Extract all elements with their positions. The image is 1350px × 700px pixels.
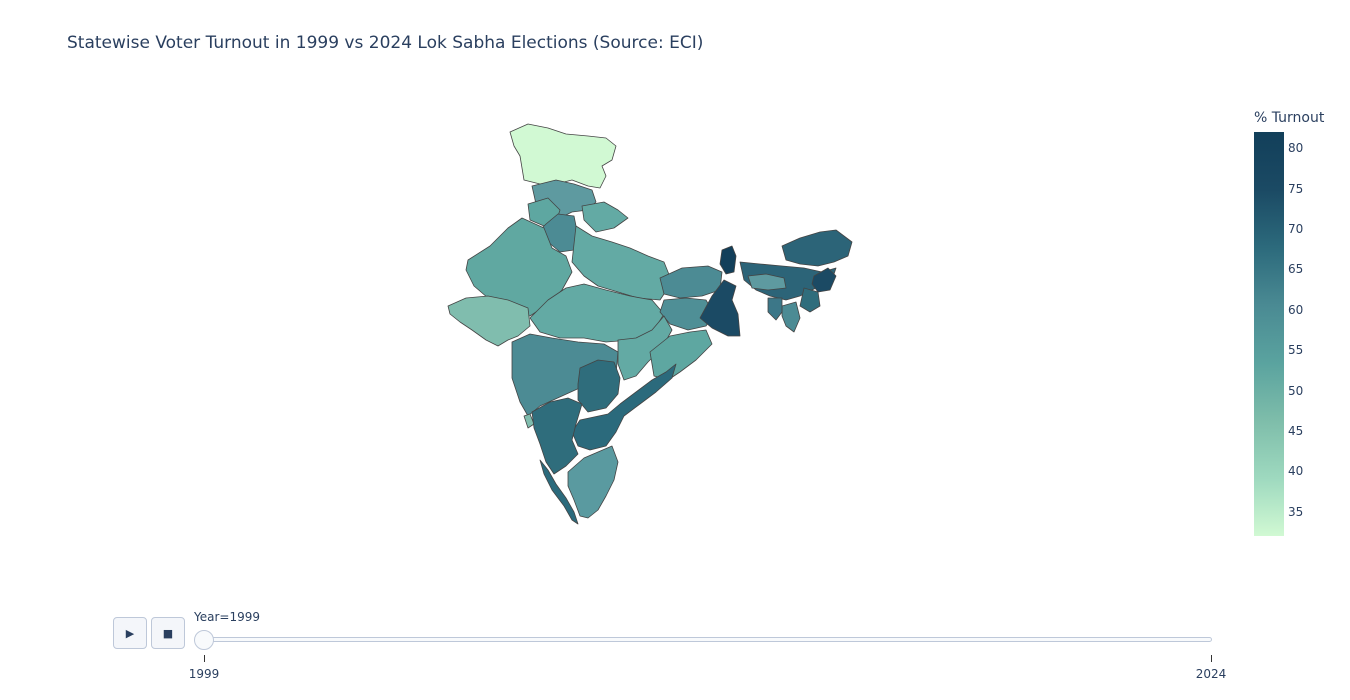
- slider-current-value: Year=1999: [194, 610, 260, 624]
- state-uttarakhand[interactable]: [581, 201, 629, 233]
- state-uttar-pradesh[interactable]: [571, 225, 673, 301]
- slider-tick-label-1999[interactable]: 1999: [188, 667, 220, 681]
- state-telangana[interactable]: [577, 359, 621, 413]
- state-andhra-pradesh[interactable]: [571, 363, 677, 451]
- colorbar-tick-label: 45: [1288, 423, 1304, 438]
- colorbar: [1254, 132, 1284, 536]
- colorbar-tick-label: 55: [1288, 343, 1304, 358]
- state-nagaland[interactable]: [811, 267, 837, 293]
- colorbar-title: % Turnout: [1254, 110, 1325, 126]
- play-icon: ▶: [125, 626, 135, 640]
- slider-tick-1999: [204, 655, 205, 662]
- year-slider-track[interactable]: [204, 637, 1212, 642]
- slider-tick-label-2024[interactable]: 2024: [1195, 667, 1227, 681]
- state-rajasthan[interactable]: [465, 217, 573, 317]
- state-arunachal-pradesh[interactable]: [781, 229, 853, 267]
- colorbar-tick-label: 50: [1288, 383, 1304, 398]
- colorbar-tick-label: 40: [1288, 464, 1304, 479]
- colorbar-tick-label: 60: [1288, 302, 1304, 317]
- state-tripura[interactable]: [767, 297, 783, 321]
- year-slider-handle[interactable]: [194, 630, 214, 650]
- colorbar-tick-label: 65: [1288, 262, 1304, 277]
- state-manipur[interactable]: [799, 287, 821, 313]
- colorbar-tick-label: 35: [1288, 504, 1304, 519]
- stop-icon: ■: [162, 626, 174, 640]
- state-karnataka[interactable]: [531, 397, 583, 475]
- state-meghalaya[interactable]: [747, 273, 787, 291]
- state-gujarat[interactable]: [447, 295, 531, 347]
- slider-tick-2024: [1211, 655, 1212, 662]
- stop-button[interactable]: ■: [151, 617, 185, 649]
- chart-title: Statewise Voter Turnout in 1999 vs 2024 …: [67, 33, 704, 53]
- colorbar-tick-label: 70: [1288, 221, 1304, 236]
- state-mizoram[interactable]: [781, 301, 801, 333]
- play-button[interactable]: ▶: [113, 617, 147, 649]
- state-kerala[interactable]: [539, 459, 579, 525]
- colorbar-tick-label: 80: [1288, 141, 1304, 156]
- state-jammu-kashmir[interactable]: [509, 123, 617, 189]
- state-sikkim[interactable]: [719, 245, 737, 275]
- state-west-bengal[interactable]: [699, 279, 741, 337]
- state-jharkhand[interactable]: [659, 297, 715, 331]
- state-bihar[interactable]: [659, 265, 723, 299]
- state-tamil-nadu[interactable]: [567, 445, 619, 519]
- colorbar-tick-label: 75: [1288, 181, 1304, 196]
